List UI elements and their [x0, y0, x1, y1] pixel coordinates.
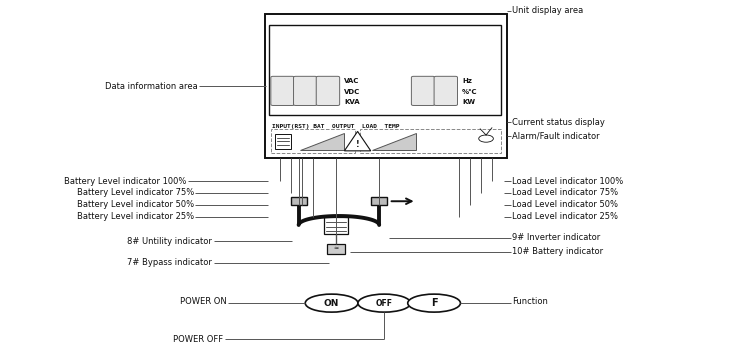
Bar	[324, 217, 348, 234]
Text: 9# Inverter indicator: 9# Inverter indicator	[512, 234, 601, 243]
FancyBboxPatch shape	[271, 76, 294, 105]
Text: 7# Bypass indicator: 7# Bypass indicator	[127, 258, 212, 267]
Text: Load Level indicator 25%: Load Level indicator 25%	[512, 212, 619, 221]
Text: VAC: VAC	[344, 78, 359, 85]
FancyBboxPatch shape	[411, 76, 435, 105]
Text: ON: ON	[324, 299, 340, 307]
Bar	[291, 197, 307, 205]
Text: KVA: KVA	[344, 99, 359, 105]
Polygon shape	[372, 133, 416, 150]
Text: 10# Battery indicator: 10# Battery indicator	[512, 248, 603, 256]
Text: Unit display area: Unit display area	[512, 6, 583, 15]
Ellipse shape	[408, 294, 460, 312]
Text: F: F	[430, 298, 438, 308]
Text: Load Level indicator 75%: Load Level indicator 75%	[512, 189, 619, 197]
Text: Data information area: Data information area	[105, 82, 198, 91]
Circle shape	[479, 135, 493, 142]
Bar	[327, 244, 345, 254]
Text: KW: KW	[462, 99, 475, 105]
Text: Battery Level indicator 25%: Battery Level indicator 25%	[77, 212, 194, 221]
Text: Hz: Hz	[462, 78, 471, 85]
Text: Battery Level indicator 75%: Battery Level indicator 75%	[77, 189, 194, 197]
Text: Alarm/Fault indicator: Alarm/Fault indicator	[512, 132, 600, 141]
Bar	[275, 134, 291, 149]
Text: Load Level indicator 100%: Load Level indicator 100%	[512, 177, 624, 186]
Text: ≈: ≈	[333, 246, 339, 251]
Text: %℃: %℃	[462, 89, 477, 95]
Text: Function: Function	[512, 297, 548, 306]
Text: OFF: OFF	[376, 299, 393, 307]
Bar	[271, 129, 355, 153]
Text: Battery Level indicator 100%: Battery Level indicator 100%	[64, 177, 187, 186]
Text: Current status display: Current status display	[512, 118, 605, 127]
Text: POWER OFF: POWER OFF	[173, 335, 223, 343]
Bar	[265, 14, 507, 158]
Polygon shape	[300, 133, 344, 150]
Ellipse shape	[358, 294, 411, 312]
Text: !: !	[356, 140, 359, 149]
Text: VDC: VDC	[344, 89, 360, 95]
Text: Load Level indicator 50%: Load Level indicator 50%	[512, 200, 619, 210]
Text: INPUT(RST) BAT  OUTPUT  LOAD  TEMP: INPUT(RST) BAT OUTPUT LOAD TEMP	[272, 124, 399, 129]
Text: POWER ON: POWER ON	[180, 297, 227, 306]
Polygon shape	[344, 131, 370, 151]
Text: 8# Untility indicator: 8# Untility indicator	[127, 237, 212, 246]
Ellipse shape	[305, 294, 358, 312]
Bar	[269, 25, 501, 115]
FancyBboxPatch shape	[294, 76, 317, 105]
FancyBboxPatch shape	[316, 76, 340, 105]
Text: Battery Level indicator 50%: Battery Level indicator 50%	[77, 200, 194, 210]
Bar	[371, 197, 387, 205]
FancyBboxPatch shape	[434, 76, 458, 105]
Bar	[360, 129, 501, 153]
